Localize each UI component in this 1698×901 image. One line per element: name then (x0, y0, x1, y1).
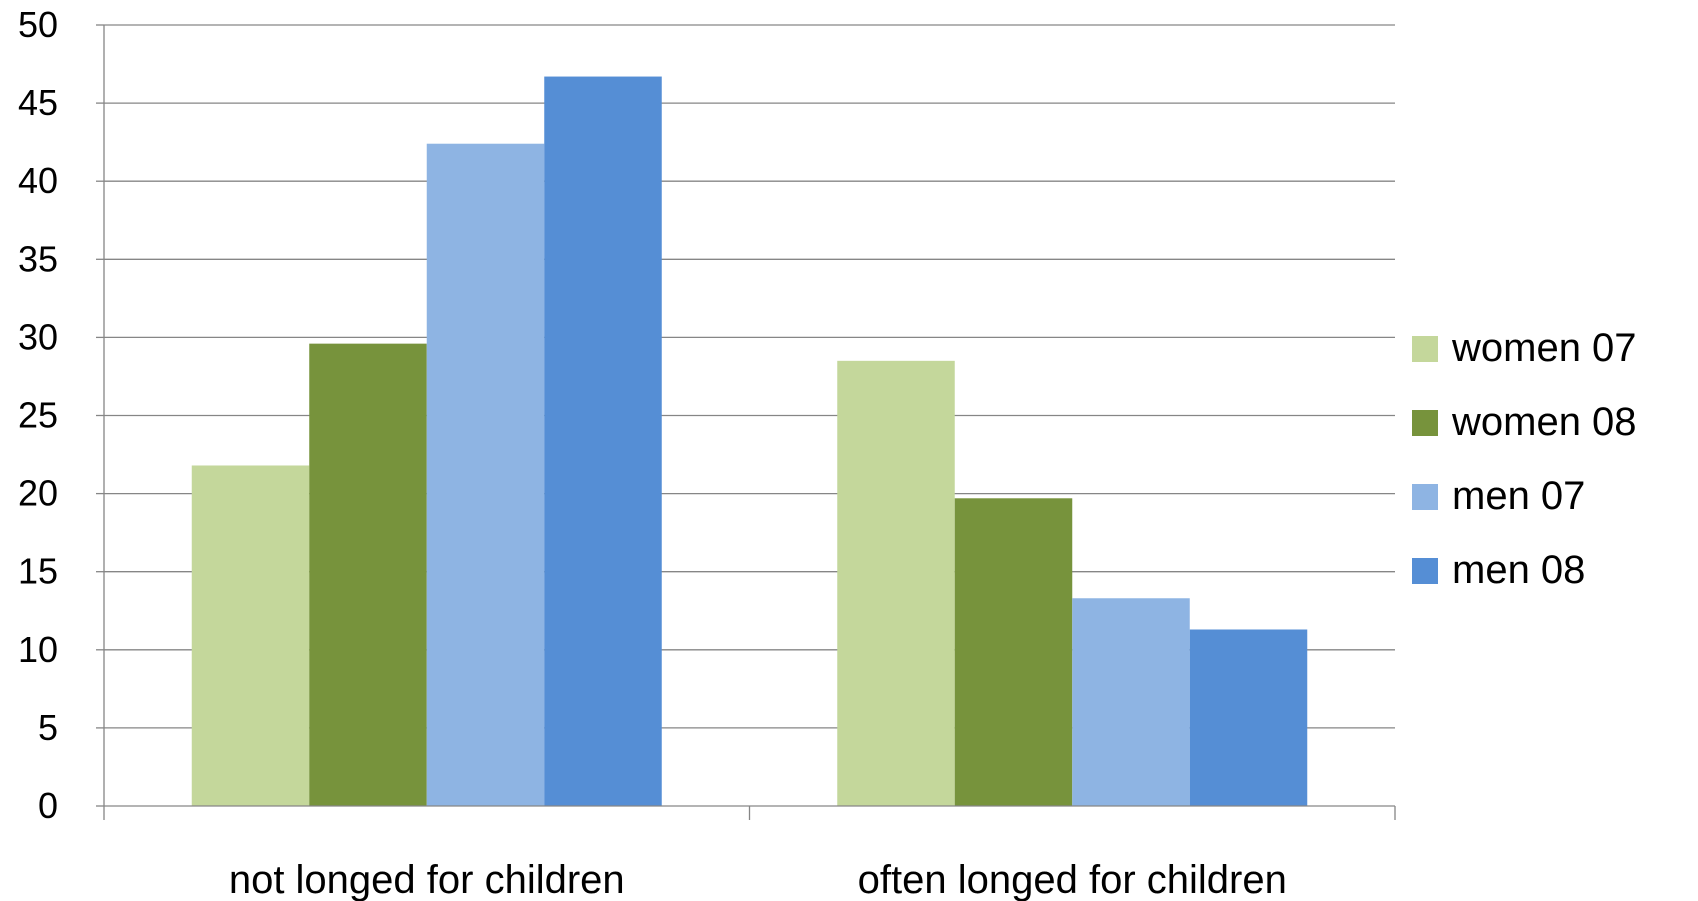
legend-label: men 08 (1452, 548, 1585, 592)
bar-men-08-1 (1189, 629, 1308, 806)
y-tick-label: 15 (18, 551, 58, 592)
bar-women-08-0 (309, 343, 427, 806)
category-label: often longed for children (858, 858, 1287, 901)
legend-swatch (1412, 558, 1438, 584)
axes (96, 24, 1396, 820)
legend-swatch (1412, 484, 1438, 510)
legend-label: women 07 (1451, 326, 1637, 370)
y-tick-label: 0 (38, 785, 58, 826)
bars (191, 76, 1308, 806)
x-axis-category-labels: not longed for children often longed for … (229, 858, 1287, 901)
legend: women 07 women 08 men 07 men 08 (1412, 326, 1637, 592)
bar-women-07-0 (191, 465, 310, 806)
y-tick-label: 25 (18, 395, 58, 436)
y-tick-label: 20 (18, 473, 58, 514)
y-tick-label: 40 (18, 160, 58, 201)
bar-men-08-0 (544, 76, 662, 806)
bar-women-08-1 (954, 498, 1073, 806)
y-tick-label: 50 (18, 4, 58, 45)
bar-men-07-1 (1072, 598, 1190, 806)
bar-men-07-0 (426, 143, 545, 806)
y-axis-tick-labels: 0 5 10 15 20 25 30 35 40 45 50 (18, 4, 58, 826)
y-tick-label: 5 (38, 707, 58, 748)
legend-swatch (1412, 336, 1438, 362)
y-tick-label: 45 (18, 82, 58, 123)
y-tick-label: 10 (18, 629, 58, 670)
legend-label: women 08 (1451, 400, 1637, 444)
y-tick-label: 35 (18, 238, 58, 279)
y-tick-label: 30 (18, 316, 58, 357)
category-label: not longed for children (229, 858, 625, 901)
legend-swatch (1412, 410, 1438, 436)
bar-women-07-1 (837, 360, 955, 806)
legend-label: men 07 (1452, 474, 1585, 518)
